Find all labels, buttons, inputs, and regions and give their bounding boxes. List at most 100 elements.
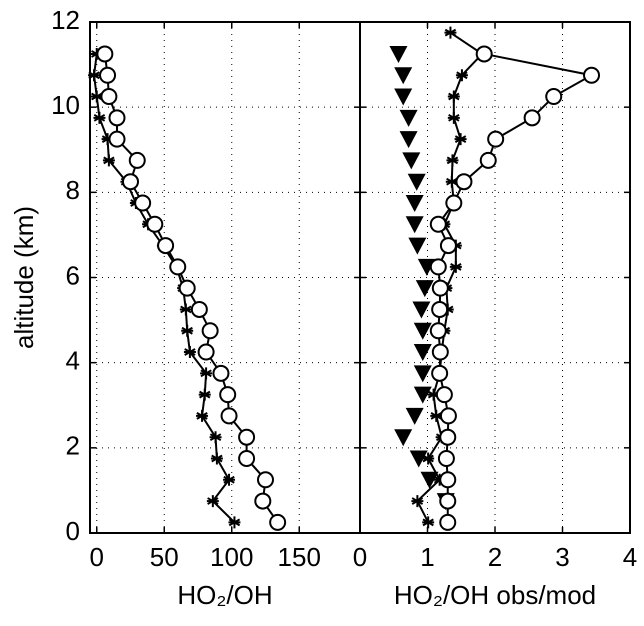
triangle-marker <box>399 109 418 127</box>
triangle-marker <box>394 88 413 106</box>
triangle-marker <box>394 429 413 447</box>
circle-marker <box>257 471 274 489</box>
circle-marker <box>439 471 457 489</box>
star-marker <box>455 69 468 82</box>
star-marker <box>198 388 211 401</box>
triangle-marker <box>413 344 432 362</box>
circle-marker <box>146 215 164 233</box>
triangle-marker <box>402 152 421 170</box>
circle-marker <box>254 492 272 510</box>
triangle-marker <box>413 386 432 404</box>
circle-marker <box>437 449 455 467</box>
circle-marker <box>439 407 457 425</box>
circle-marker <box>108 130 126 148</box>
star-marker <box>88 69 101 82</box>
triangle-marker <box>405 216 424 234</box>
star-marker <box>223 473 236 486</box>
y-tick-label: 2 <box>66 431 80 461</box>
star-marker <box>209 431 222 444</box>
star-marker <box>101 133 114 146</box>
star-marker <box>447 90 460 103</box>
axes-box <box>89 21 361 534</box>
triangle-marker <box>409 450 428 468</box>
star-marker <box>228 516 241 529</box>
circle-marker <box>431 279 449 297</box>
triangle-marker <box>405 407 424 425</box>
star-marker <box>445 175 458 188</box>
circle-marker <box>431 343 449 361</box>
x-tick-label: 100 <box>210 542 253 572</box>
y-tick-label: 8 <box>66 175 80 205</box>
y-axis-label: altitude (km) <box>9 206 39 349</box>
triangle-marker <box>389 45 408 63</box>
triangle-marker <box>415 280 434 298</box>
x-tick-label: 2 <box>488 542 502 572</box>
y-tick-label: 0 <box>66 516 80 546</box>
x-tick-label: 4 <box>623 542 637 572</box>
circle-marker <box>583 66 601 84</box>
circle-marker <box>439 492 457 510</box>
star-marker <box>446 154 459 167</box>
triangle-marker <box>412 301 431 319</box>
circle-marker <box>134 194 152 212</box>
circle-marker <box>269 513 287 531</box>
star-marker <box>183 346 196 359</box>
circle-marker <box>219 386 237 404</box>
triangle-marker <box>413 365 432 383</box>
x-tick-label: 50 <box>150 542 179 572</box>
x-tick-label: 150 <box>278 542 321 572</box>
x-tick-label: 1 <box>420 542 434 572</box>
star-marker <box>206 495 219 508</box>
star-marker <box>422 452 435 465</box>
y-tick-label: 12 <box>51 5 80 35</box>
circle-marker <box>157 237 175 255</box>
star-marker <box>411 495 424 508</box>
circle-marker <box>429 258 447 276</box>
circle-marker <box>122 173 139 191</box>
star-marker <box>179 303 192 316</box>
star-marker <box>93 111 106 124</box>
x-tick-label: 3 <box>555 542 569 572</box>
triangle-marker <box>405 194 424 212</box>
triangle-marker <box>408 237 427 255</box>
panel: 0 1 2 3 4 HO₂/OH obs/mod <box>353 21 637 610</box>
circle-marker <box>445 194 463 212</box>
circle-marker <box>108 109 126 127</box>
y-tick-label: 4 <box>66 346 80 376</box>
circle-marker <box>431 364 449 382</box>
circle-marker <box>475 45 493 63</box>
star-marker <box>196 409 209 422</box>
circle-marker <box>523 109 541 127</box>
triangle-marker <box>413 322 432 340</box>
star-marker <box>430 409 443 422</box>
circle-marker <box>220 407 238 425</box>
star-marker <box>181 324 194 337</box>
x-axis-label: HO₂/OH <box>177 580 272 610</box>
circle-marker <box>99 66 117 84</box>
circle-marker <box>197 343 215 361</box>
triangle-marker <box>399 131 418 149</box>
circle-marker <box>100 88 118 106</box>
star-marker <box>427 388 440 401</box>
circle-marker <box>96 45 114 63</box>
axes-box <box>359 21 631 534</box>
circle-marker <box>439 513 457 531</box>
circle-marker <box>439 237 457 255</box>
star-marker <box>422 516 435 529</box>
star-marker <box>449 260 462 273</box>
y-tick-label: 10 <box>51 90 80 120</box>
circle-marker <box>431 300 449 318</box>
circle-marker <box>128 151 146 169</box>
circle-marker <box>479 151 497 169</box>
triangle-marker <box>407 173 426 191</box>
circle-marker <box>178 279 196 297</box>
x-axis-label: HO₂/OH obs/mod <box>394 580 596 610</box>
circle-marker <box>190 300 208 318</box>
circle-marker <box>429 322 447 340</box>
star-marker <box>447 111 460 124</box>
circle-marker <box>212 364 230 382</box>
circle-marker <box>238 449 256 467</box>
circle-marker <box>455 173 473 191</box>
